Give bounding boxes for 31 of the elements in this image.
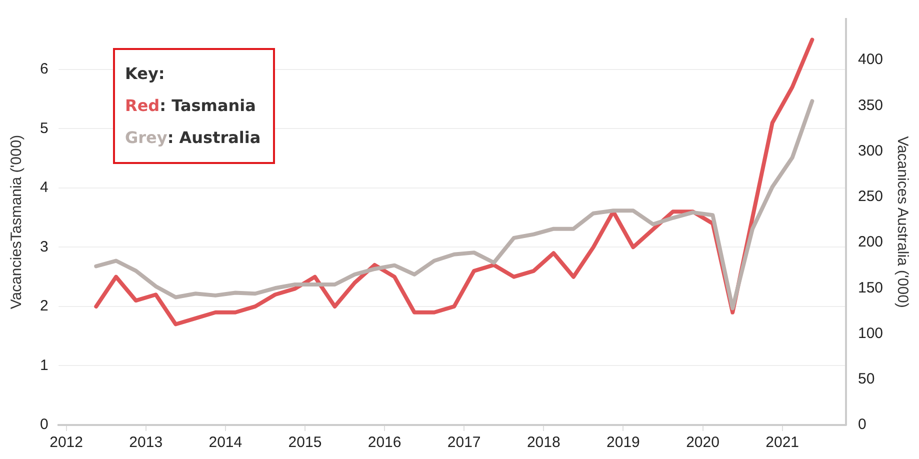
y2-tick-label: 250 bbox=[858, 188, 884, 206]
y-axis-title: VacanciesTasmania ('000) bbox=[8, 134, 26, 310]
y2-tick-label: 50 bbox=[858, 370, 875, 388]
y-tick-label: 1 bbox=[40, 356, 48, 374]
text: Grey: Australia bbox=[125, 128, 261, 147]
y2-tick-label: 350 bbox=[858, 96, 884, 114]
y2-tick-label: 400 bbox=[858, 51, 884, 68]
y2-tick-label: 100 bbox=[858, 324, 884, 342]
y-tick-label: 5 bbox=[40, 120, 48, 137]
x-tick-label: 2019 bbox=[606, 434, 640, 452]
y2-tick-label: 150 bbox=[858, 279, 884, 296]
y2-tick-label: 300 bbox=[858, 142, 884, 160]
x-tick-label: 2021 bbox=[766, 434, 800, 452]
x-tick-label: 2016 bbox=[368, 434, 402, 452]
x-tick-label: 2018 bbox=[526, 434, 560, 452]
y-tick-label: 6 bbox=[40, 60, 48, 78]
x-tick-label: 2017 bbox=[447, 434, 481, 452]
text: Red: Tasmania bbox=[125, 96, 256, 115]
y-tick-label: 2 bbox=[40, 298, 48, 315]
x-tick-label: 2015 bbox=[288, 434, 322, 452]
y-tick-label: 3 bbox=[40, 238, 48, 256]
y2-tick-label: 0 bbox=[858, 416, 866, 434]
x-tick-label: 2013 bbox=[129, 434, 163, 452]
x-tick-label: 2012 bbox=[50, 434, 83, 452]
y2-tick-label: 200 bbox=[858, 234, 884, 251]
legend-title: Key: bbox=[125, 63, 166, 85]
y-tick-label: 0 bbox=[40, 416, 48, 434]
x-tick-label: 2020 bbox=[686, 434, 720, 452]
y2-axis-title: Vacanices Australia ('000) bbox=[894, 136, 911, 308]
y-tick-label: 4 bbox=[40, 179, 48, 196]
x-tick-label: 2014 bbox=[208, 434, 242, 452]
